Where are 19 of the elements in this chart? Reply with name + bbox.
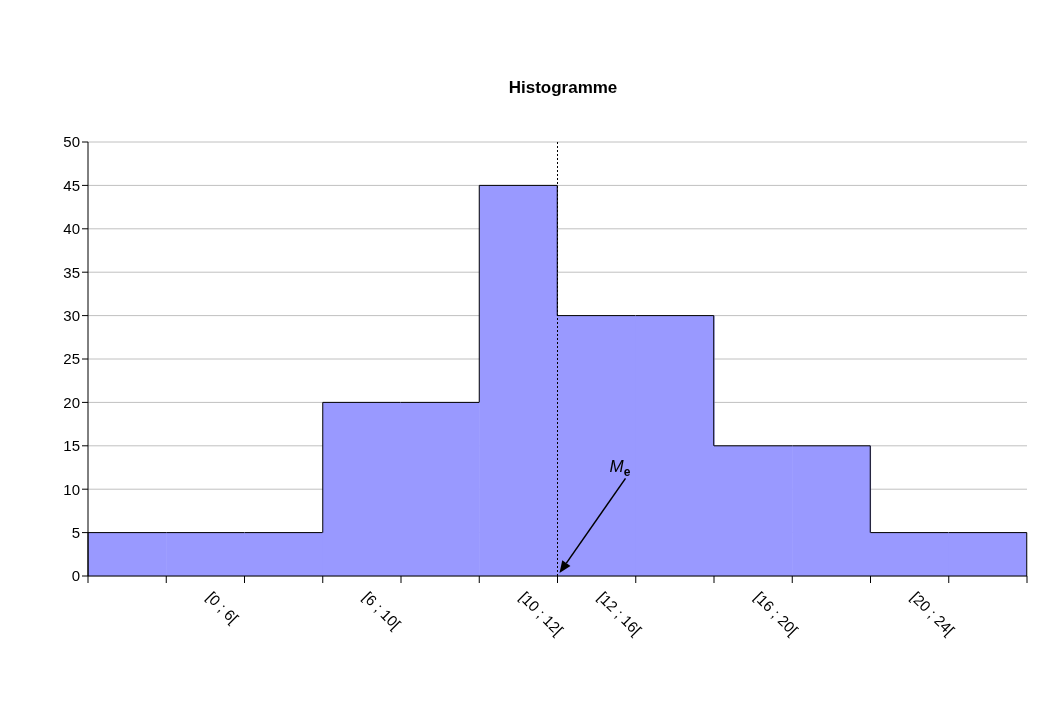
y-tick-label: 40 <box>63 220 80 238</box>
y-tick-label: 25 <box>63 350 80 368</box>
x-tick-label: [20 ; 24[ <box>907 588 959 640</box>
y-tick-label: 15 <box>63 437 80 455</box>
y-tick-label: 45 <box>63 176 80 194</box>
y-tick-label: 35 <box>63 263 80 281</box>
x-tick-label: [10 ; 12[ <box>516 588 568 640</box>
x-tick-label: [6 ; 10[ <box>359 588 405 634</box>
y-tick-label: 50 <box>63 133 80 151</box>
x-tick-label: [12 ; 16[ <box>594 588 646 640</box>
y-tick-label: 20 <box>63 393 80 411</box>
y-tick-label: 30 <box>63 306 80 324</box>
y-tick-label: 10 <box>63 480 80 498</box>
ref-line-label: M$_{e}$ <box>609 456 631 479</box>
x-tick-label: [0 ; 6[ <box>203 588 243 628</box>
chart-title: Histogramme <box>507 78 619 98</box>
y-tick-label: 0 <box>71 567 80 585</box>
x-tick-label: [16 ; 20[ <box>751 588 802 640</box>
y-tick-label: 5 <box>71 523 80 541</box>
